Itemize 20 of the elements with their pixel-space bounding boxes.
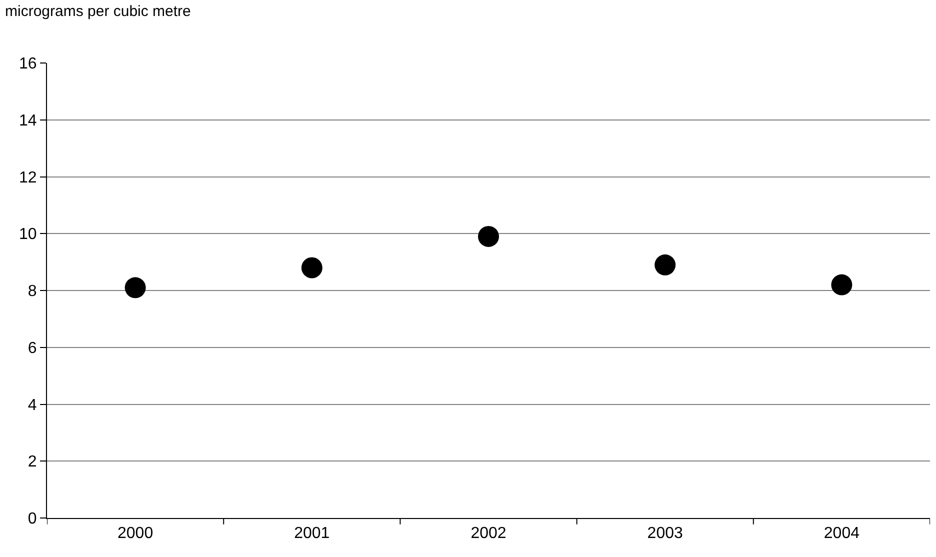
x-tick-label: 2002 bbox=[470, 525, 506, 542]
point bbox=[301, 257, 322, 278]
x-tick-label: 2001 bbox=[294, 525, 330, 542]
y-tick-label: 2 bbox=[28, 454, 37, 471]
y-tick-label: 14 bbox=[19, 112, 37, 130]
y-axis-title: micrograms per cubic metre bbox=[5, 3, 191, 20]
point bbox=[478, 226, 499, 247]
y-tick-label: 10 bbox=[19, 226, 37, 244]
point bbox=[654, 254, 676, 276]
x-tick-label: 2003 bbox=[647, 525, 683, 542]
y-tick-label: 0 bbox=[28, 510, 37, 528]
point bbox=[831, 274, 852, 296]
y-tick-label: 4 bbox=[28, 396, 37, 414]
y-tick-label: 6 bbox=[28, 340, 37, 357]
y-tick-label: 8 bbox=[28, 283, 37, 300]
x-tick-label: 2004 bbox=[824, 525, 860, 542]
y-tick-label: 16 bbox=[19, 56, 37, 73]
x-tick-label: 2000 bbox=[118, 525, 154, 542]
y-tick-label: 12 bbox=[19, 169, 37, 186]
point bbox=[124, 277, 146, 298]
